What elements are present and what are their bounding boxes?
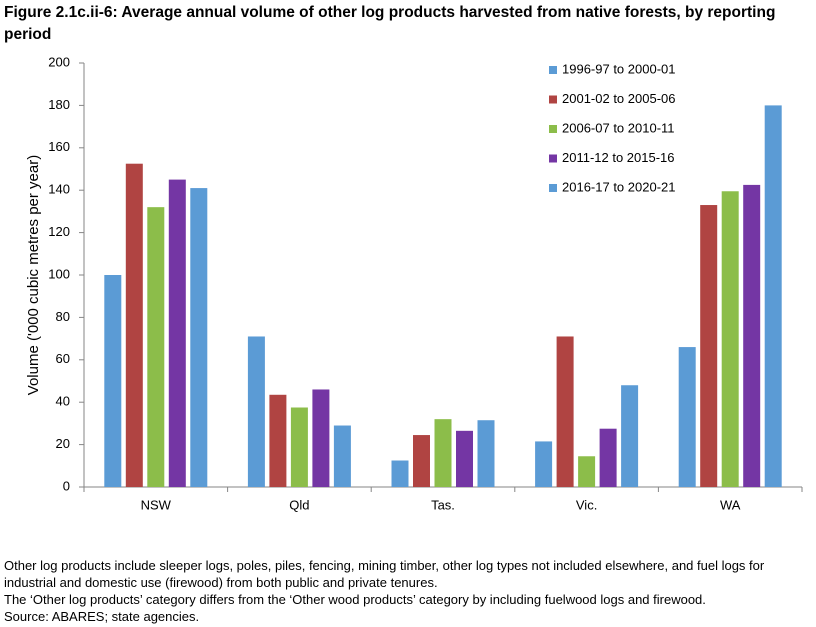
legend-swatch xyxy=(549,66,557,74)
bar xyxy=(700,205,718,488)
y-tick-label: 40 xyxy=(56,394,70,409)
legend-swatch xyxy=(549,95,557,104)
legend-label: 2001-02 to 2005-06 xyxy=(562,91,675,106)
bar xyxy=(190,188,208,487)
bar xyxy=(599,428,617,487)
bar xyxy=(413,435,430,487)
note: Other log products include sleeper logs,… xyxy=(4,558,765,590)
y-tick-label: 120 xyxy=(48,224,70,239)
x-tick-label: Vic. xyxy=(576,497,597,512)
bar xyxy=(104,275,122,487)
chart: Volume ('000 cubic metres per year) 0 20 4… xyxy=(25,54,803,512)
note: Source: ABARES; state agencies. xyxy=(4,609,200,624)
bar xyxy=(456,430,473,487)
y-tick-label: 100 xyxy=(48,266,70,281)
bar xyxy=(168,179,186,487)
chart-title: Figure 2.1c.ii-6: Average annual volume … xyxy=(4,4,776,43)
bar xyxy=(290,407,308,487)
y-tick-label: 140 xyxy=(48,182,70,197)
bar xyxy=(391,460,409,487)
y-axis-label: Volume ('000 cubic metres per year) xyxy=(25,155,42,395)
bar xyxy=(125,163,143,487)
x-tick-label: NSW xyxy=(141,497,172,512)
note: The ‘Other log products’ category differ… xyxy=(4,592,706,607)
bar xyxy=(678,347,696,487)
bar xyxy=(434,419,452,487)
y-tick-label: 160 xyxy=(48,139,70,154)
y-tick-label: 200 xyxy=(48,54,70,69)
legend-label: 1996-97 to 2000-01 xyxy=(562,61,675,76)
y-tick-label: 60 xyxy=(56,351,70,366)
legend-label: 2006-07 to 2010-11 xyxy=(562,120,675,135)
bar xyxy=(535,441,553,487)
bar xyxy=(743,184,761,487)
bar xyxy=(621,385,639,487)
legend-label: 2011-12 to 2015-16 xyxy=(562,150,675,165)
legend-swatch xyxy=(549,154,557,163)
notes: Other log products include sleeper logs,… xyxy=(4,557,804,625)
bar xyxy=(721,191,739,487)
y-tick-label: 80 xyxy=(56,309,70,324)
bar xyxy=(764,105,782,488)
bar xyxy=(578,456,596,487)
bar xyxy=(247,336,265,487)
x-tick-label: WA xyxy=(720,497,741,512)
bar xyxy=(147,207,165,487)
y-tick-label: 20 xyxy=(56,436,70,451)
y-tick-label: 0 xyxy=(63,478,70,493)
x-tick-label: Qld xyxy=(289,497,309,512)
x-tick-label: Tas. xyxy=(431,497,455,512)
bar xyxy=(312,389,330,487)
legend-swatch xyxy=(549,184,557,192)
bar xyxy=(333,425,351,487)
legend-label: 2016-17 to 2020-21 xyxy=(562,179,675,194)
legend-swatch xyxy=(549,125,557,133)
bar xyxy=(556,336,574,487)
bar xyxy=(269,394,287,487)
y-tick-label: 180 xyxy=(48,97,70,112)
bar xyxy=(477,420,495,487)
